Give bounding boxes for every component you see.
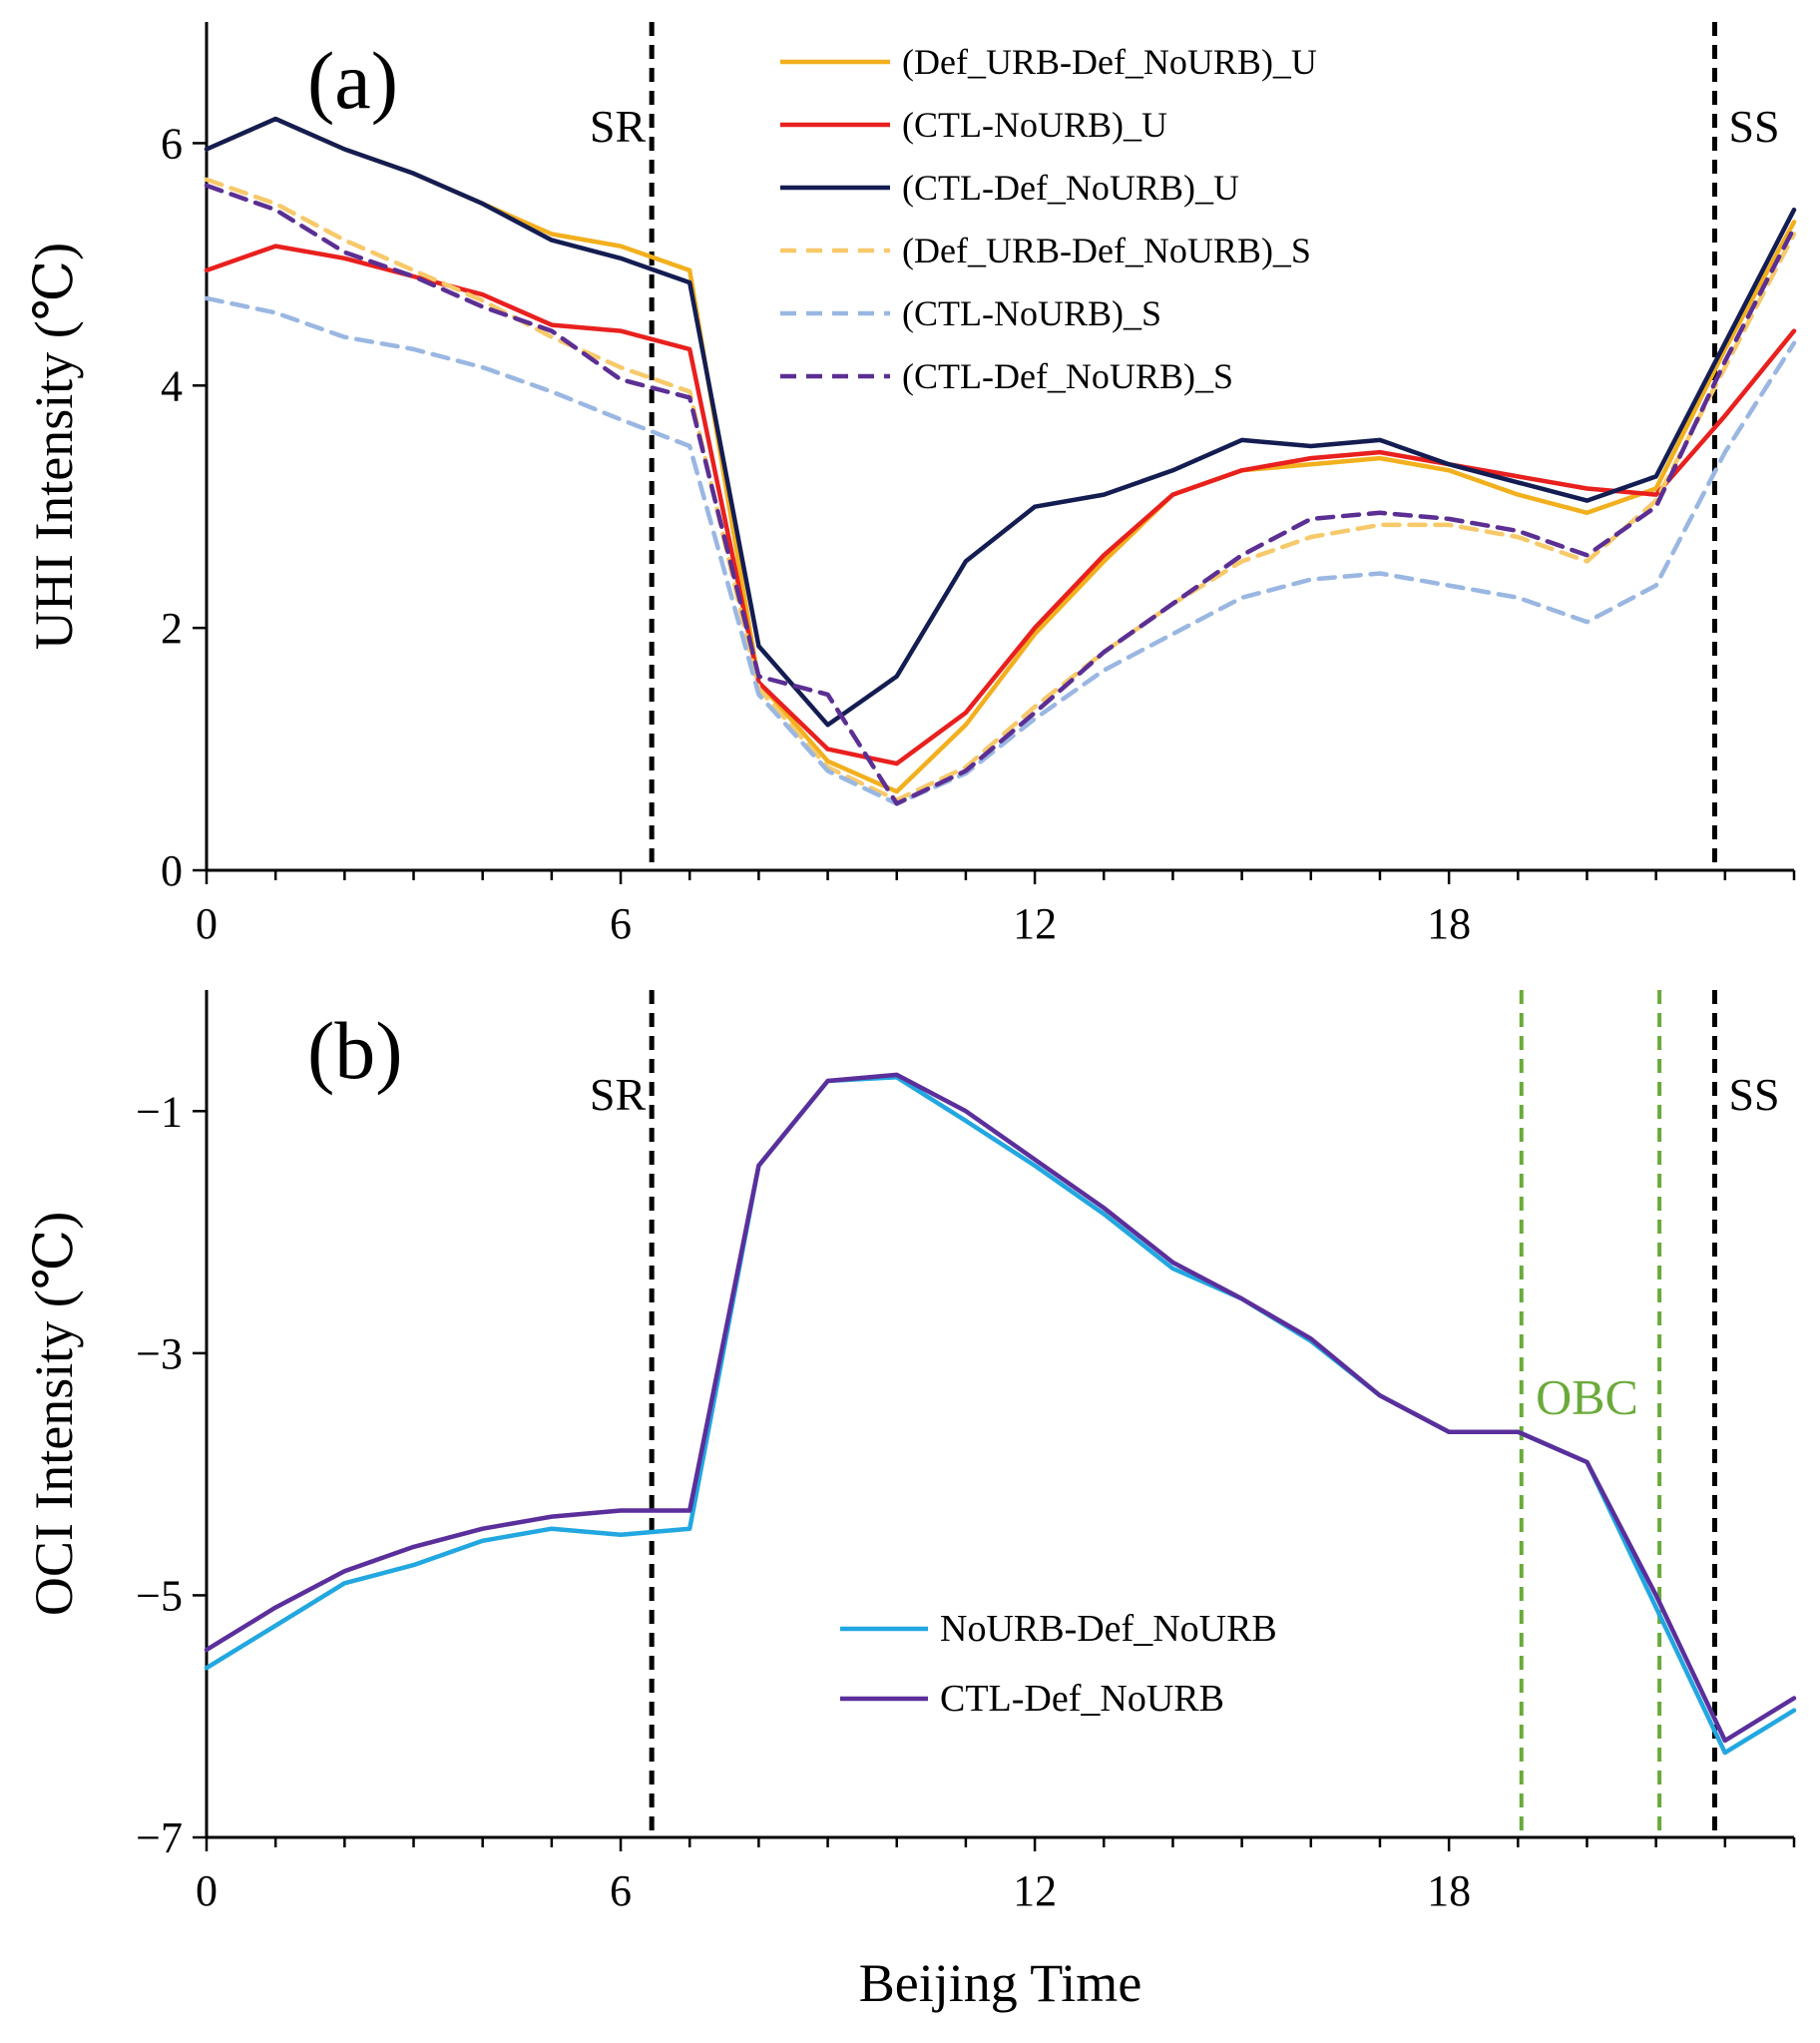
panel-label: (b) <box>307 1005 403 1096</box>
y-tick-label: 4 <box>161 361 183 410</box>
y-tick-label: 0 <box>161 846 183 895</box>
x-tick-label: 18 <box>1427 899 1471 948</box>
y-tick-label: −5 <box>136 1571 183 1620</box>
y-tick-label: 6 <box>161 119 183 168</box>
legend-label: (CTL-Def_NoURB)_S <box>902 356 1233 396</box>
x-axis-title: Beijing Time <box>859 1953 1142 2013</box>
x-tick-label: 6 <box>610 1866 632 1915</box>
x-tick-label: 12 <box>1013 1866 1057 1915</box>
series-line-ctl-def-nourb-s <box>204 183 1797 806</box>
legend-label: (CTL-NoURB)_S <box>902 293 1161 333</box>
x-tick-label: 0 <box>196 899 218 948</box>
series-line-ctl-def-nourb <box>204 1072 1797 1744</box>
x-tick-label: 0 <box>196 1866 218 1915</box>
y-tick-label: −3 <box>136 1329 183 1378</box>
x-tick-label: 6 <box>610 899 632 948</box>
legend: NoURB-Def_NoURB CTL-Def_NoURB <box>840 1608 1277 1720</box>
legend-label: CTL-Def_NoURB <box>940 1678 1224 1720</box>
y-tick-label: −7 <box>136 1813 183 1862</box>
legend-label: (CTL-Def_NoURB)_U <box>902 168 1239 208</box>
panel-label: (a) <box>307 35 398 126</box>
x-tick-label: 12 <box>1013 899 1057 948</box>
annotation-obc: OBC <box>1536 1368 1638 1424</box>
series-line-ctl-nourb-s <box>204 295 1797 806</box>
y-tick-label: 2 <box>161 604 183 653</box>
marker-label-ss: SS <box>1728 1069 1779 1120</box>
marker-label-ss: SS <box>1728 101 1779 152</box>
y-axis-title: OCI Intensity (℃) <box>24 1212 84 1616</box>
chart-panel-a: 0 6 12 18 0 2 4 6 UHI Intensity (℃) (a) SR SS (Def_U… <box>24 22 1797 948</box>
series-line-def-urb-def-nourb-u <box>204 116 1797 794</box>
marker-label-sr: SR <box>590 101 647 152</box>
marker-label-sr: SR <box>590 1069 647 1120</box>
chart-panel-b: 0 6 12 18 −1 −3 −5 −7 OCI Intensity (℃) Beijing T… <box>24 990 1797 2013</box>
legend: (Def_URB-Def_NoURB)_U (CTL-NoURB)_U (CTL-D… <box>780 42 1317 396</box>
legend-label: NoURB-Def_NoURB <box>940 1608 1277 1650</box>
legend-label: (CTL-NoURB)_U <box>902 105 1167 145</box>
series-line-ctl-nourb-u <box>204 244 1797 766</box>
series-line-ctl-def-nourb-u <box>204 116 1797 728</box>
y-axis-title: UHI Intensity (℃) <box>24 243 84 650</box>
legend-label: (Def_URB-Def_NoURB)_U <box>902 42 1317 82</box>
legend-label: (Def_URB-Def_NoURB)_S <box>902 231 1311 270</box>
series-line-def-urb-def-nourb-s <box>204 177 1797 802</box>
x-tick-label: 18 <box>1427 1866 1471 1915</box>
y-tick-label: −1 <box>136 1087 183 1136</box>
